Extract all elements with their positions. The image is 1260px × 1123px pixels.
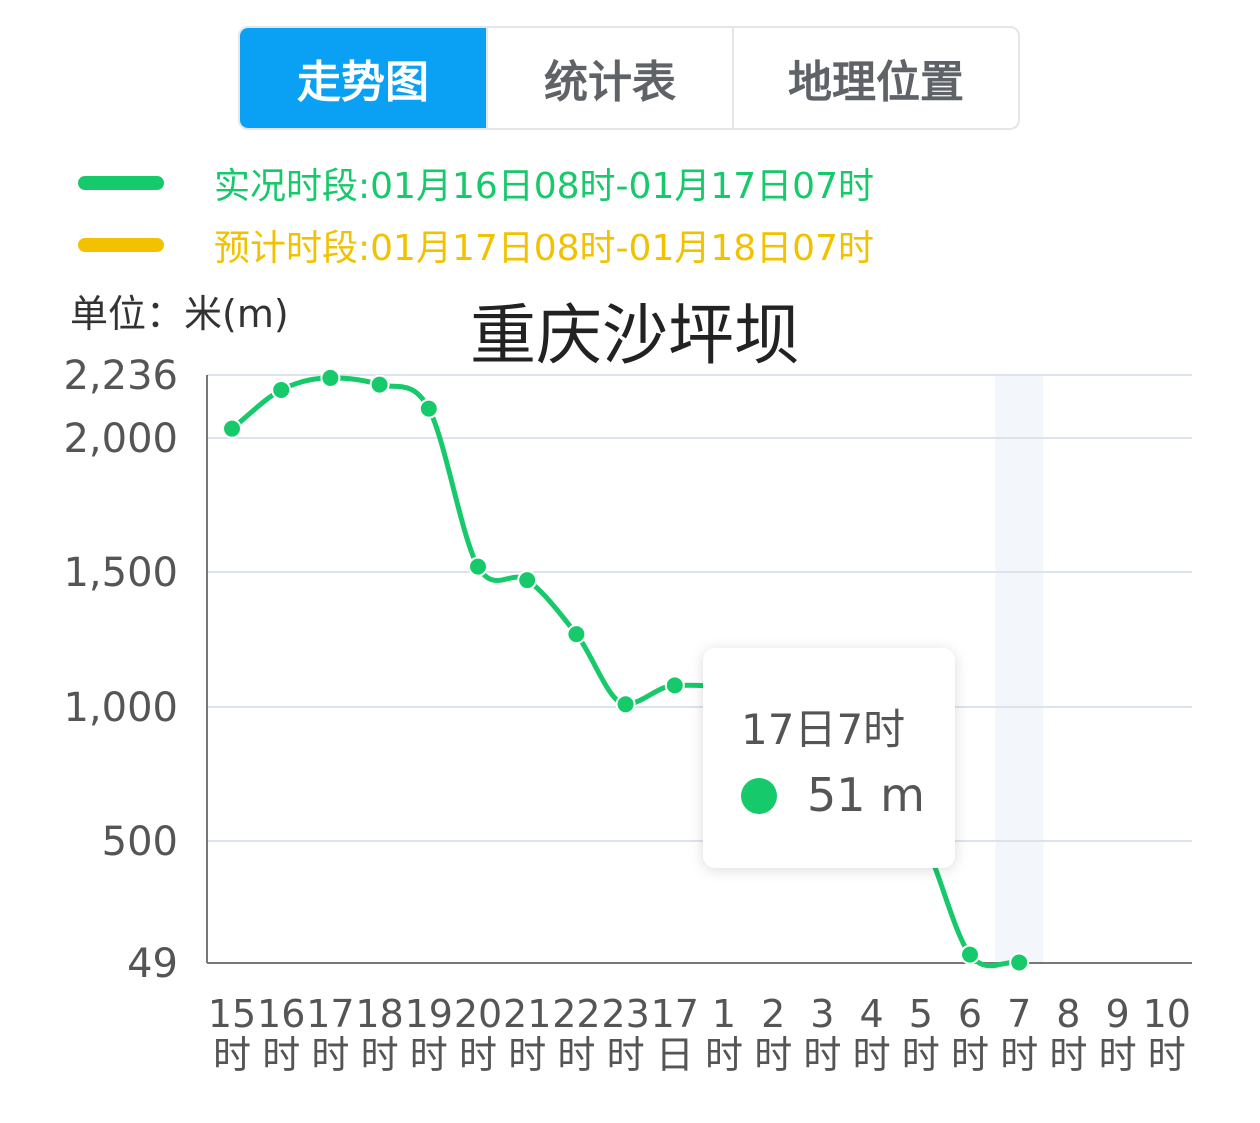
data-point <box>566 624 587 645</box>
x-tick-label: 6 <box>958 992 982 1036</box>
x-tick-label-unit: 时 <box>902 1033 940 1077</box>
data-point <box>615 694 636 715</box>
data-point <box>369 374 390 395</box>
data-point <box>271 379 292 400</box>
x-tick-label-unit: 时 <box>803 1033 841 1077</box>
x-tick-label-unit: 时 <box>1000 1033 1038 1077</box>
x-tick-label-unit: 时 <box>1049 1033 1087 1077</box>
x-tick-label: 20 <box>454 992 502 1036</box>
x-tick-label-unit: 时 <box>459 1033 497 1077</box>
data-point <box>664 675 685 696</box>
y-tick-label: 2,236 <box>63 353 178 399</box>
unit-label: 单位：米(m) <box>70 292 289 336</box>
legend-actual-swatch <box>78 176 164 190</box>
tab-trend-chart[interactable]: 走势图 <box>240 28 486 128</box>
data-point <box>320 367 341 388</box>
x-tick-label: 7 <box>1007 992 1031 1036</box>
x-tick-label-unit: 时 <box>951 1033 989 1077</box>
x-tick-label-unit: 时 <box>410 1033 448 1077</box>
x-tick-label: 21 <box>503 992 551 1036</box>
x-tick-label-unit: 时 <box>262 1033 300 1077</box>
x-tick-label: 17 <box>651 992 699 1036</box>
tooltip-marker <box>741 778 777 814</box>
x-tick-label: 19 <box>405 992 453 1036</box>
x-tick-label: 17 <box>306 992 354 1036</box>
x-tick-label: 8 <box>1056 992 1080 1036</box>
data-point <box>1009 952 1030 973</box>
x-tick-label: 16 <box>257 992 305 1036</box>
legend-actual-label: 实况时段:01月16日08时-01月17日07时 <box>214 166 874 207</box>
x-tick-label-unit: 时 <box>508 1033 546 1077</box>
x-tick-label: 5 <box>909 992 933 1036</box>
x-tick-label-unit: 时 <box>557 1033 595 1077</box>
legend-forecast-label: 预计时段:01月17日08时-01月18日07时 <box>214 228 874 269</box>
x-tick-label-unit: 时 <box>213 1033 251 1077</box>
y-tick-label: 49 <box>127 941 178 987</box>
y-tick-label: 500 <box>102 819 178 865</box>
data-point <box>222 418 242 439</box>
x-tick-label-unit: 时 <box>361 1033 399 1077</box>
legend-actual: 实况时段:01月16日08时-01月17日07时 <box>78 158 874 208</box>
highlight-band <box>995 375 1044 963</box>
data-tooltip: 17日7时 51 m <box>703 648 955 868</box>
x-tick-label-unit: 时 <box>311 1033 349 1077</box>
y-tick-label: 2,000 <box>63 416 178 462</box>
tooltip-title: 17日7时 <box>741 705 906 754</box>
x-tick-label-unit: 时 <box>1148 1033 1186 1077</box>
x-tick-label: 1 <box>712 992 736 1036</box>
x-tick-label: 4 <box>860 992 884 1036</box>
x-tick-label: 2 <box>761 992 785 1036</box>
x-tick-label-unit: 日 <box>656 1033 694 1077</box>
legend-forecast: 预计时段:01月17日08时-01月18日07时 <box>78 220 874 270</box>
x-tick-label: 10 <box>1143 992 1191 1036</box>
x-tick-label: 3 <box>810 992 834 1036</box>
x-tick-label-unit: 时 <box>1099 1033 1137 1077</box>
tab-statistics-table[interactable]: 统计表 <box>486 28 732 128</box>
tab-geo-location[interactable]: 地理位置 <box>732 28 1018 128</box>
legend-forecast-swatch <box>78 238 164 252</box>
data-point <box>517 570 538 591</box>
x-tick-label-unit: 时 <box>853 1033 891 1077</box>
data-point <box>960 944 980 965</box>
x-tick-label: 9 <box>1106 992 1130 1036</box>
y-tick-label: 1,000 <box>63 685 178 731</box>
x-tick-label-unit: 时 <box>754 1033 792 1077</box>
x-tick-label: 22 <box>552 992 600 1036</box>
x-tick-label-unit: 时 <box>705 1033 743 1077</box>
y-tick-label: 1,500 <box>63 550 178 596</box>
data-point <box>418 398 439 419</box>
tooltip-value: 51 m <box>807 768 925 822</box>
data-point <box>468 556 488 577</box>
view-tabs: 走势图 统计表 地理位置 <box>238 26 1020 130</box>
x-tick-label: 15 <box>208 992 256 1036</box>
chart-title: 重庆沙坪坝 <box>470 297 800 374</box>
x-tick-label-unit: 时 <box>607 1033 645 1077</box>
x-tick-label: 18 <box>355 992 403 1036</box>
x-tick-label: 23 <box>601 992 649 1036</box>
